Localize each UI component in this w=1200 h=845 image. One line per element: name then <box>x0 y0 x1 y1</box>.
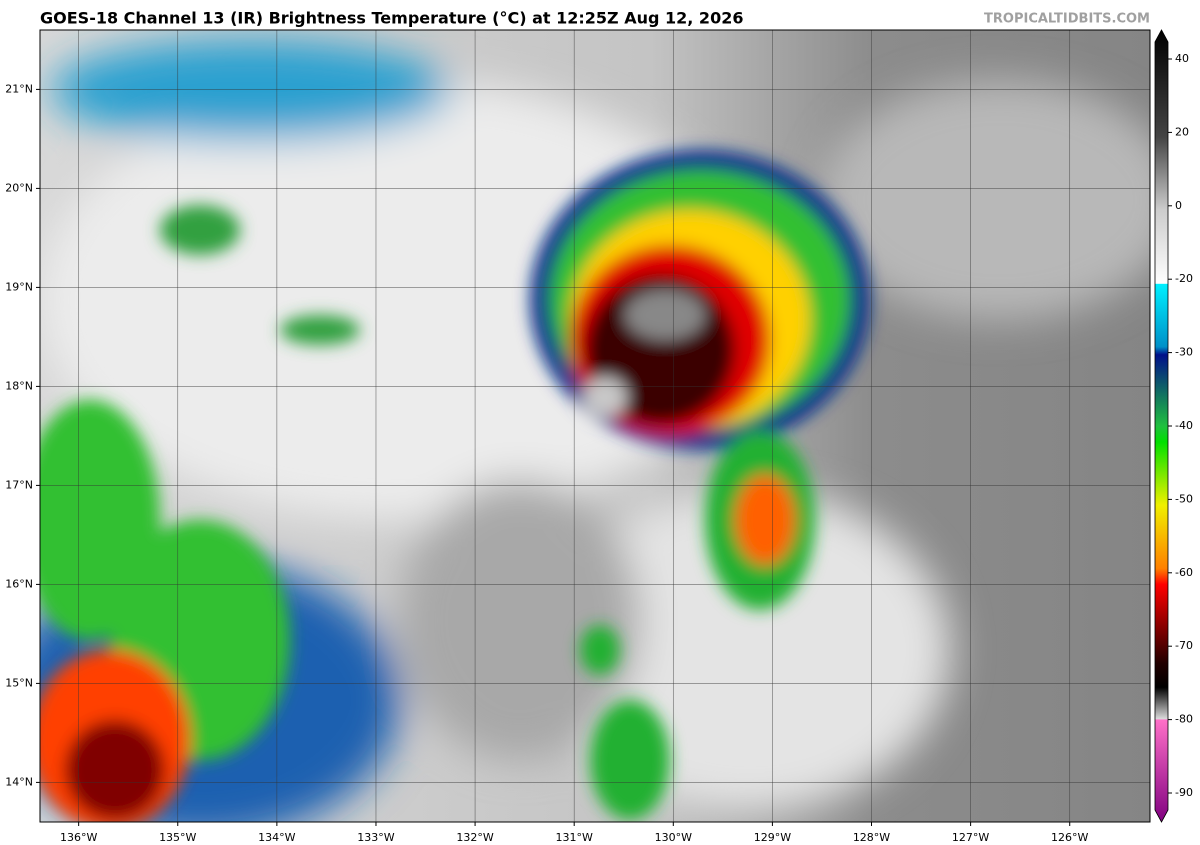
colorbar-tick-label: -30 <box>1175 346 1193 359</box>
colorbar-tick-label: -60 <box>1175 566 1193 579</box>
colorbar-tick-label: 0 <box>1175 199 1182 212</box>
lon-tick-label: 128°W <box>853 831 890 844</box>
lon-tick-label: 127°W <box>952 831 989 844</box>
lat-tick-label: 21°N <box>5 82 33 95</box>
lon-tick-label: 130°W <box>655 831 692 844</box>
lat-tick-label: 16°N <box>5 577 33 590</box>
lon-tick-label: 135°W <box>159 831 196 844</box>
lon-tick-label: 129°W <box>754 831 791 844</box>
lon-tick-label: 133°W <box>357 831 394 844</box>
site-credit: TROPICALTIDBITS.COM <box>984 12 1150 27</box>
lon-tick-label: 136°W <box>60 831 97 844</box>
lat-tick-label: 14°N <box>5 775 33 788</box>
colorbar-ticks: 40 20 0 -20 -30 -40 -50 -60 -70 -80 -90 <box>1168 52 1193 799</box>
colorbar-tick-label: -50 <box>1175 492 1193 505</box>
colorbar-tick-label: -70 <box>1175 639 1193 652</box>
colorbar <box>1154 29 1169 823</box>
colorbar-tick-label: -90 <box>1175 786 1193 799</box>
lon-tick-label: 134°W <box>258 831 295 844</box>
lat-tick-label: 20°N <box>5 181 33 194</box>
colorbar-scale <box>1154 29 1169 823</box>
lat-tick-label: 19°N <box>5 280 33 293</box>
lon-tick-label: 131°W <box>556 831 593 844</box>
satellite-imagery <box>40 30 1150 822</box>
lon-tick-label: 126°W <box>1051 831 1088 844</box>
map-title: GOES-18 Channel 13 (IR) Brightness Tempe… <box>40 9 743 28</box>
colorbar-tick-label: -20 <box>1175 272 1193 285</box>
lat-tick-label: 15°N <box>5 676 33 689</box>
plot-frame <box>39 29 1151 823</box>
colorbar-tick-label: -80 <box>1175 713 1193 726</box>
lat-tick-label: 18°N <box>5 379 33 392</box>
lon-tick-label: 132°W <box>456 831 493 844</box>
colorbar-tick-label: 40 <box>1175 52 1189 65</box>
lat-tick-label: 17°N <box>5 478 33 491</box>
colorbar-tick-label: 20 <box>1175 125 1189 138</box>
colorbar-tick-label: -40 <box>1175 419 1193 432</box>
graticule <box>36 30 1150 826</box>
